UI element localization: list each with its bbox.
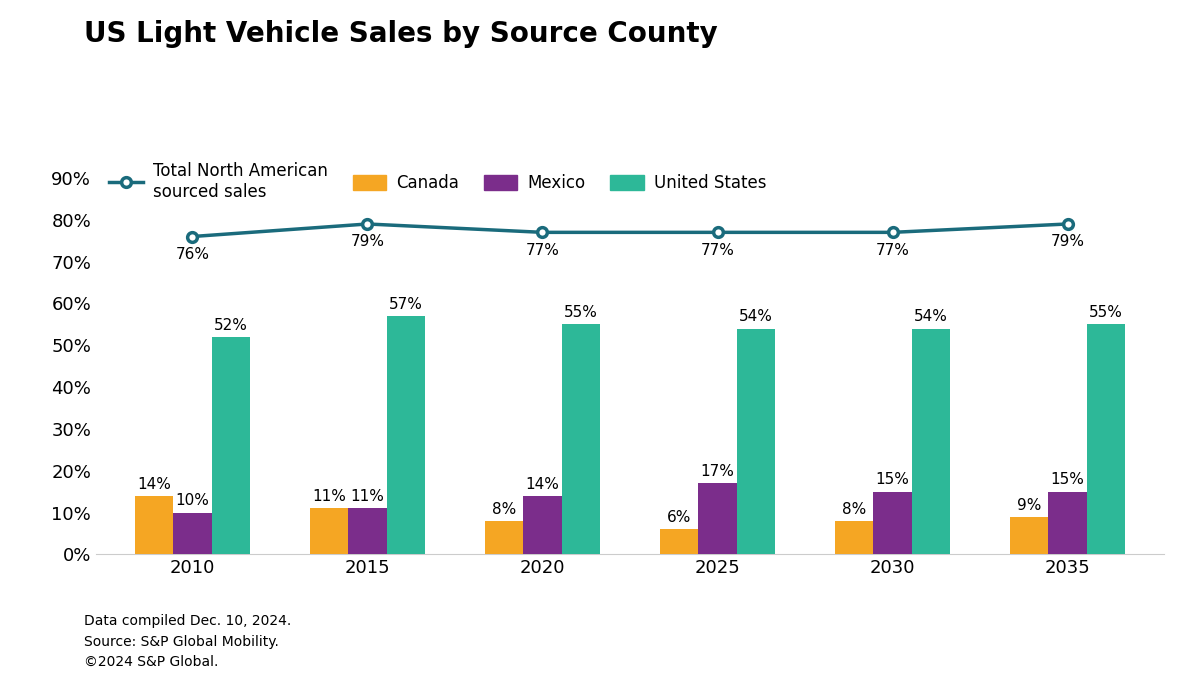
Bar — [1010, 516, 1049, 554]
Text: 55%: 55% — [1090, 305, 1123, 320]
Text: 79%: 79% — [350, 235, 384, 249]
Bar — [1087, 324, 1126, 554]
Legend: Total North American
sourced sales, Canada, Mexico, United States: Total North American sourced sales, Cana… — [104, 157, 772, 206]
Text: 57%: 57% — [389, 297, 422, 312]
Text: Data compiled Dec. 10, 2024.
Source: S&P Global Mobility.
©2024 S&P Global.: Data compiled Dec. 10, 2024. Source: S&P… — [84, 614, 292, 669]
Text: 77%: 77% — [526, 243, 559, 258]
Bar — [173, 512, 211, 554]
Text: 6%: 6% — [667, 510, 691, 525]
Bar — [485, 521, 523, 554]
Text: 52%: 52% — [214, 318, 247, 333]
Text: 11%: 11% — [312, 489, 346, 504]
Text: 77%: 77% — [876, 243, 910, 258]
Text: 14%: 14% — [137, 477, 170, 491]
Bar — [386, 316, 425, 554]
Text: 54%: 54% — [914, 310, 948, 324]
Text: 54%: 54% — [739, 310, 773, 324]
Bar — [211, 337, 250, 554]
Bar — [835, 521, 874, 554]
Text: 76%: 76% — [175, 247, 209, 262]
Text: 11%: 11% — [350, 489, 384, 504]
Text: 15%: 15% — [1051, 473, 1085, 487]
Bar — [523, 496, 562, 554]
Text: 10%: 10% — [175, 493, 209, 508]
Text: 77%: 77% — [701, 243, 734, 258]
Text: 79%: 79% — [1051, 235, 1085, 249]
Text: 15%: 15% — [876, 473, 910, 487]
Text: 55%: 55% — [564, 305, 598, 320]
Bar — [912, 329, 950, 554]
Bar — [874, 491, 912, 554]
Text: US Light Vehicle Sales by Source County: US Light Vehicle Sales by Source County — [84, 20, 718, 48]
Text: 8%: 8% — [842, 502, 866, 516]
Bar — [134, 496, 173, 554]
Bar — [310, 508, 348, 554]
Bar — [1049, 491, 1087, 554]
Text: 17%: 17% — [701, 464, 734, 479]
Bar — [698, 483, 737, 554]
Bar — [562, 324, 600, 554]
Text: 8%: 8% — [492, 502, 516, 516]
Text: 14%: 14% — [526, 477, 559, 491]
Bar — [348, 508, 386, 554]
Bar — [660, 529, 698, 554]
Bar — [737, 329, 775, 554]
Text: 9%: 9% — [1016, 498, 1042, 512]
